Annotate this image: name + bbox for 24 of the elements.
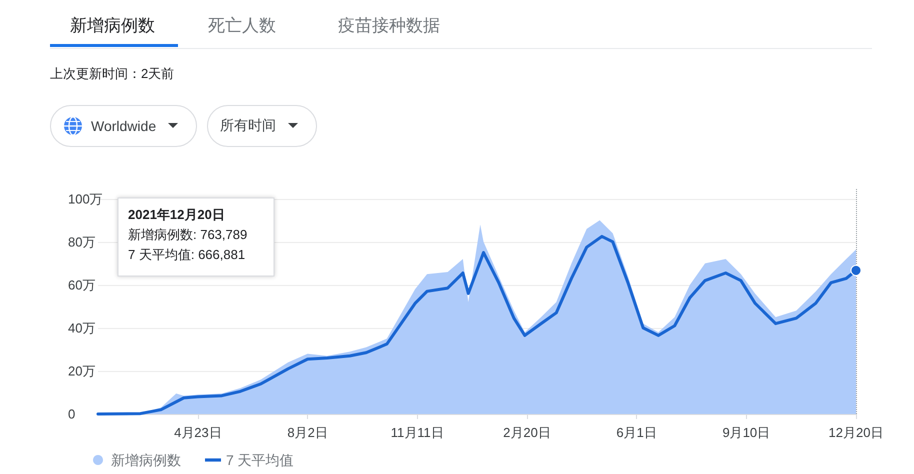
- text: 新增病例数: [50, 8, 178, 47]
- y-tick-label: 60万: [68, 277, 96, 292]
- annotation: 2021年12月20日: [128, 207, 225, 222]
- text: 疫苗接种数据: [337, 15, 441, 37]
- x-tick-label: 12月20日: [828, 425, 884, 440]
- x-tick-label: 9月10日: [722, 425, 770, 440]
- annotation: 新增病例数: 763,789: [128, 227, 248, 242]
- x-tick-label: 2月20日: [503, 425, 551, 440]
- y-tick-label: 100万: [68, 191, 103, 206]
- text: 所有时间: [220, 117, 276, 135]
- annotation: 7 天平均值: 666,881: [128, 247, 246, 262]
- x-tick-label: 8月2日: [287, 425, 328, 440]
- y-tick-label: 0: [68, 406, 76, 422]
- text: 上次更新时间：2天前: [50, 65, 174, 83]
- y-tick-label: 40万: [68, 320, 96, 336]
- text: 死亡人数: [207, 15, 277, 37]
- legend-label: 新增病例数: [111, 452, 181, 468]
- x-tick-label: 4月23日: [174, 425, 222, 440]
- legend-label: 7 天平均值: [226, 452, 294, 468]
- x-tick-label: 6月1日: [616, 425, 657, 440]
- y-tick-label: 20万: [68, 363, 96, 378]
- text: Worldwide: [91, 118, 156, 134]
- y-tick-label: 80万: [68, 234, 96, 250]
- x-tick-label: 11月11日: [390, 425, 444, 440]
